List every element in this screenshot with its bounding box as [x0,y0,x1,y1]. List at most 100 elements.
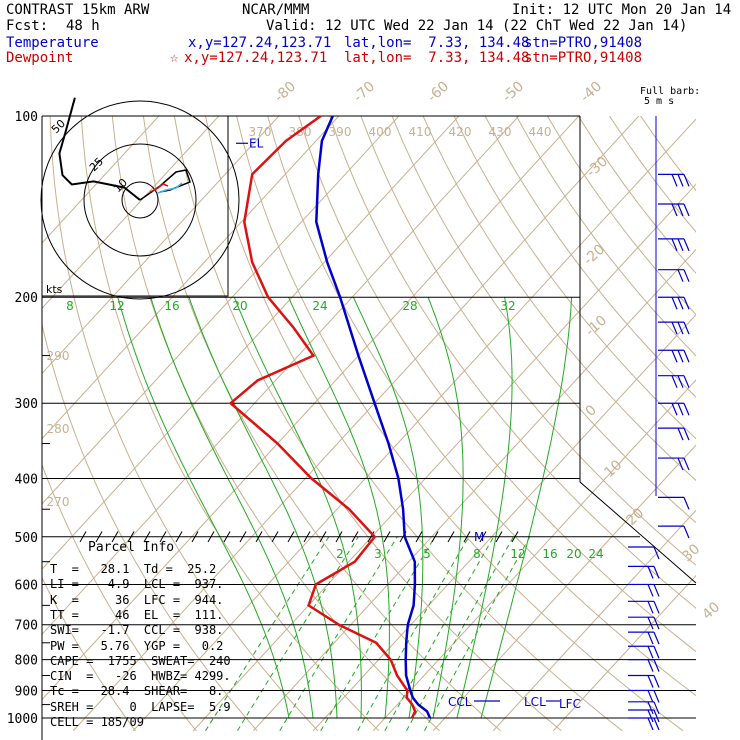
wind-barb-flag [677,203,684,217]
parcel-info-row: K = 36 LFC = 944. [50,592,224,607]
mixing-ratio-label: 3 [374,547,382,561]
wind-barb-flag [653,701,660,715]
pressure-label: 1000 [7,712,38,727]
moist-adiabat-label: 32 [500,299,515,313]
wind-barb-flag [683,525,690,539]
lcl-label: LCL [524,695,546,709]
wind-barb-flag [647,646,654,659]
wind-barb-flag [653,709,660,723]
wind-barb-flag [677,296,684,310]
theta-label: 430 [489,125,512,139]
wind-barb-flag [653,601,660,614]
wind-barb-flag [677,269,684,282]
isotherm-line [42,116,280,375]
hatch-mark [463,531,471,543]
wind-barb-flag [677,375,684,388]
parcel-info-row: CIN = -26 HWBZ= 4299. [50,669,231,684]
dry-adiabat-line [329,116,696,609]
dry-adiabat-line [484,116,696,398]
hatch-mark [111,531,119,543]
wind-barb-flag [683,203,690,217]
wind-barb-flag [677,457,684,471]
moist-adiabat-label: 12 [109,299,124,313]
wind-barb-flag [647,659,654,672]
wind-barbs [628,116,690,731]
dry-adiabat-line [453,116,696,440]
hodograph-ring [83,143,197,257]
dewpoint-star-icon: ☆ [170,50,179,66]
dry-adiabat-label: 270 [47,495,70,509]
wind-barb-flag [653,546,660,560]
moist-adiabat-label: 8 [66,299,74,313]
parcel-info-row: SREH = 0 LAPSE= 5.9 [50,699,231,714]
mixing-ratio-line [237,536,359,732]
isotherm-label: -30 [583,153,611,180]
hatch-mark [143,531,151,543]
isotherm-line [132,118,696,732]
wind-barb-flag [653,616,660,630]
mixing-ratio-line [279,536,398,732]
hatch-mark [287,531,295,543]
moist-adiabat-line [427,297,464,719]
hatch-mark [175,531,183,543]
dewpoint-station: stn=PTRO,91408 [524,50,643,66]
hatch-mark [255,531,263,543]
wind-barb-flag [677,174,684,187]
hatch-mark [495,531,503,543]
wind-barb-flag [677,238,684,252]
barb-note-2: 5 m s [644,96,675,107]
hatch-mark [319,531,327,543]
hatch-mark [159,531,167,543]
parcel-info-row: CAPE = 1755 SWEAT= 240 [50,653,231,668]
moist-adiabat-label: 28 [402,299,417,313]
hatch-mark [127,531,135,543]
wind-barb-flag [653,584,660,597]
dry-adiabat-line [205,116,623,732]
theta-label: 410 [409,125,432,139]
wind-barb-flag [671,402,678,416]
m-label: M [474,530,484,544]
wind-barb-flag [647,675,654,688]
dry-adiabat-line [422,116,696,482]
theta-label: 440 [529,125,552,139]
dewpoint-latlon: lat,lon= 7.33, 134.48 [344,50,530,66]
mixing-ratio-line [320,536,436,732]
hatch-mark [351,531,359,543]
isotherm-label: -20 [580,241,608,268]
parcel-info-title: Parcel Info [88,540,175,555]
temperature-xy: x,y=127.24,123.71 [188,35,332,51]
wind-barb-flag [671,174,678,187]
wind-barb-flag [671,321,678,335]
dry-adiabat-line [42,576,136,732]
isotherm-label: -60 [424,78,452,105]
hodograph-unit: kts [46,283,63,296]
mixing-ratio-label: 2 [336,547,344,561]
hodograph-ring [121,181,159,219]
dry-adiabat-line [236,116,684,732]
dry-adiabat-line [49,116,319,732]
wind-barb-flag [653,717,660,731]
parcel-info-row: Tc = 28.4 SHEAR= 8. [50,684,224,699]
isotherm-line [42,116,580,701]
dewpoint-legend: Dewpoint [6,50,74,66]
temperature-station: stn=PTRO,91408 [524,35,643,51]
wind-barb-flag [671,296,678,310]
mixing-ratio-label: 8 [473,547,481,561]
pressure-label: 300 [15,397,38,412]
isotherm-line [432,444,696,732]
pressure-label: 900 [15,684,38,699]
mixing-ratio-line [205,536,330,732]
dry-adiabat-line [80,116,380,732]
wind-barb-flag [647,631,654,645]
mixing-ratio-label: 5 [423,547,431,561]
wind-barb-flag [647,709,654,723]
hatch-mark [95,531,103,543]
init-time: Init: 12 UTC Mon 20 Jan 14 [512,2,732,18]
sounding-profiles [228,116,432,719]
wind-barb-flag [677,427,684,441]
wind-barb-flag [653,566,660,579]
pressure-label: 600 [15,578,38,593]
hatch-mark [511,531,519,543]
